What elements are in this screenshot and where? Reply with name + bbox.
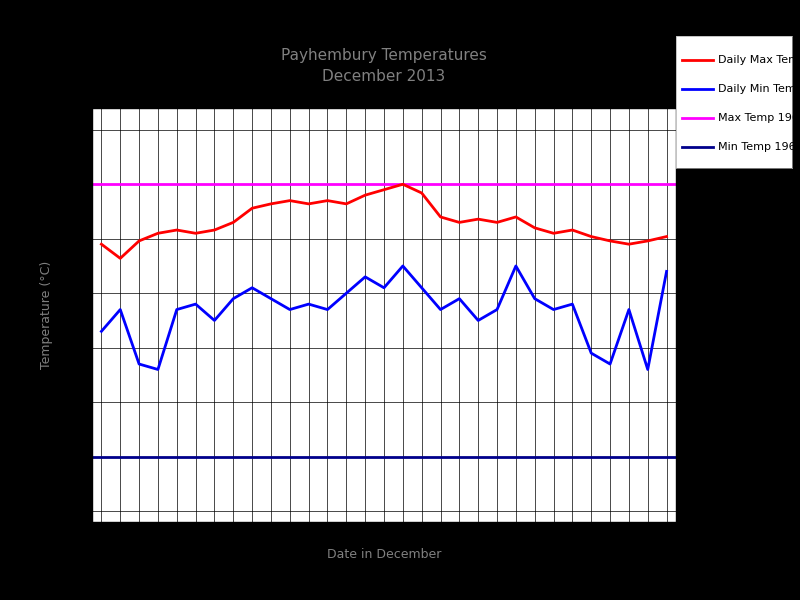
- Daily Min Temp: [304, 301, 314, 308]
- Daily Max Temp: [624, 241, 634, 248]
- Daily Min Temp: [379, 284, 389, 292]
- Daily Min Temp: [285, 306, 294, 313]
- Daily Max Temp: [285, 197, 294, 204]
- Daily Min Temp: [474, 317, 483, 324]
- Daily Max Temp: [606, 238, 615, 245]
- Daily Max Temp: [360, 191, 370, 199]
- Daily Max Temp: [134, 238, 144, 245]
- Daily Max Temp: [247, 205, 257, 212]
- Min Temp 1960-90: [97, 453, 106, 460]
- Daily Max Temp: [530, 224, 539, 232]
- Daily Max Temp: [153, 230, 162, 237]
- Daily Max Temp: [436, 214, 446, 221]
- Daily Max Temp: [229, 219, 238, 226]
- Daily Max Temp: [492, 219, 502, 226]
- Daily Min Temp: [97, 328, 106, 335]
- Daily Min Temp: [153, 366, 162, 373]
- Daily Max Temp: [191, 230, 201, 237]
- Text: Daily Max Temp: Daily Max Temp: [718, 55, 800, 65]
- Line: Daily Max Temp: Daily Max Temp: [102, 184, 666, 259]
- Daily Max Temp: [511, 214, 521, 221]
- Daily Max Temp: [304, 200, 314, 208]
- Daily Min Temp: [511, 262, 521, 269]
- Daily Max Temp: [322, 197, 332, 204]
- Daily Max Temp: [266, 200, 276, 208]
- Max Temp 1960-90: [78, 181, 87, 188]
- Daily Min Temp: [398, 262, 408, 269]
- Daily Max Temp: [210, 226, 219, 233]
- Daily Min Temp: [567, 301, 577, 308]
- Daily Min Temp: [342, 290, 351, 297]
- Text: Payhembury Temperatures: Payhembury Temperatures: [281, 48, 487, 63]
- Text: Min Temp 1960-90: Min Temp 1960-90: [718, 142, 800, 152]
- Daily Min Temp: [247, 284, 257, 292]
- Daily Max Temp: [586, 233, 596, 240]
- Line: Daily Min Temp: Daily Min Temp: [102, 266, 666, 370]
- Daily Min Temp: [229, 295, 238, 302]
- Text: Max Temp 1960-90: Max Temp 1960-90: [718, 113, 800, 123]
- Daily Min Temp: [210, 317, 219, 324]
- Daily Max Temp: [549, 230, 558, 237]
- Text: December 2013: December 2013: [322, 69, 446, 84]
- Daily Max Temp: [454, 219, 464, 226]
- Daily Min Temp: [191, 301, 201, 308]
- Daily Min Temp: [436, 306, 446, 313]
- Y-axis label: Temperature (°C): Temperature (°C): [40, 261, 53, 369]
- Daily Min Temp: [322, 306, 332, 313]
- Daily Max Temp: [172, 226, 182, 233]
- Daily Max Temp: [417, 190, 426, 197]
- Daily Max Temp: [379, 186, 389, 193]
- Daily Min Temp: [417, 284, 426, 292]
- Daily Max Temp: [643, 238, 653, 245]
- Daily Min Temp: [549, 306, 558, 313]
- Daily Min Temp: [360, 273, 370, 280]
- Daily Min Temp: [115, 306, 125, 313]
- Daily Max Temp: [567, 226, 577, 233]
- Daily Max Temp: [662, 233, 671, 240]
- X-axis label: Date in December: Date in December: [327, 548, 441, 561]
- Daily Min Temp: [266, 295, 276, 302]
- Daily Min Temp: [643, 366, 653, 373]
- Daily Min Temp: [492, 306, 502, 313]
- Daily Max Temp: [398, 181, 408, 188]
- Daily Min Temp: [454, 295, 464, 302]
- Daily Min Temp: [624, 306, 634, 313]
- Daily Min Temp: [606, 361, 615, 368]
- Daily Min Temp: [586, 350, 596, 357]
- Max Temp 1960-90: [97, 181, 106, 188]
- Daily Min Temp: [134, 361, 144, 368]
- Daily Min Temp: [530, 295, 539, 302]
- Daily Max Temp: [115, 255, 125, 262]
- Daily Max Temp: [474, 215, 483, 223]
- Daily Min Temp: [172, 306, 182, 313]
- Daily Max Temp: [97, 241, 106, 248]
- Min Temp 1960-90: [78, 453, 87, 460]
- Daily Max Temp: [342, 200, 351, 208]
- Daily Min Temp: [662, 268, 671, 275]
- Text: Daily Min Temp: Daily Min Temp: [718, 84, 800, 94]
